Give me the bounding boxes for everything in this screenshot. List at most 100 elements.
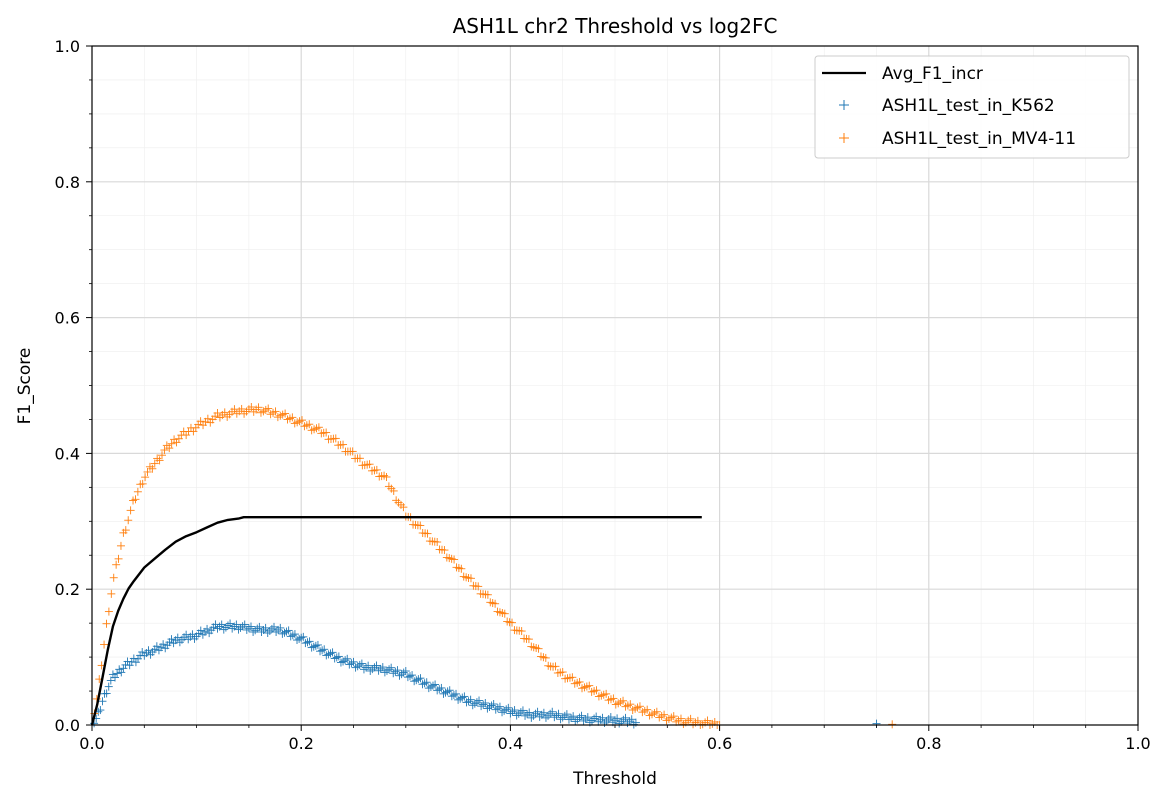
marker (257, 627, 266, 636)
marker (107, 589, 116, 598)
marker (516, 708, 525, 717)
marker (590, 714, 599, 723)
marker (138, 648, 147, 657)
marker (339, 657, 348, 666)
marker (487, 701, 496, 710)
marker (498, 708, 507, 717)
x-tick-label: 0.8 (916, 734, 941, 753)
marker (270, 622, 279, 631)
marker (247, 402, 256, 411)
marker (220, 408, 229, 417)
marker (331, 434, 340, 443)
marker (382, 666, 391, 675)
marker (334, 652, 343, 661)
marker (114, 554, 123, 563)
marker (316, 647, 325, 656)
marker (495, 702, 504, 711)
marker (470, 699, 479, 708)
marker (326, 649, 335, 658)
marker (213, 624, 222, 633)
marker (160, 446, 169, 455)
marker (397, 670, 406, 679)
marker (203, 624, 212, 633)
chart-title: ASH1L chr2 Threshold vs log2FC (453, 14, 778, 38)
marker (332, 653, 341, 662)
marker (343, 654, 352, 663)
marker (539, 708, 548, 717)
marker (558, 668, 567, 677)
marker (422, 678, 431, 687)
marker (475, 696, 484, 705)
marker (596, 715, 605, 724)
marker (213, 408, 222, 417)
marker (286, 632, 295, 641)
marker (217, 620, 226, 629)
marker (382, 472, 391, 481)
marker (188, 630, 197, 639)
marker (221, 623, 230, 632)
marker (155, 456, 164, 465)
marker (121, 526, 130, 535)
marker (389, 669, 398, 678)
marker (288, 413, 297, 422)
legend-marker-k562 (839, 100, 849, 110)
marker (272, 627, 281, 636)
marker (368, 665, 377, 674)
x-tick-label: 0.2 (288, 734, 313, 753)
marker (571, 717, 580, 726)
marker (119, 664, 128, 673)
marker (165, 444, 174, 453)
marker (458, 693, 467, 702)
marker (374, 666, 383, 675)
marker (437, 683, 446, 692)
marker (556, 715, 565, 724)
marker (508, 707, 517, 716)
marker (298, 416, 307, 425)
marker (418, 680, 427, 689)
x-tick-label: 0.6 (707, 734, 732, 753)
marker (447, 692, 456, 701)
marker (606, 713, 615, 722)
marker (330, 654, 339, 663)
legend-label-avg-f1: Avg_F1_incr (882, 64, 983, 84)
marker (439, 689, 448, 698)
marker (215, 622, 224, 631)
marker (399, 668, 408, 677)
marker (433, 686, 442, 695)
marker (602, 716, 611, 725)
marker (568, 673, 577, 682)
marker (100, 640, 109, 649)
marker (111, 673, 120, 682)
legend-box (814, 55, 1130, 159)
marker (483, 590, 492, 599)
x-axis-title: Threshold (572, 769, 657, 789)
series-line-avg-f1-incr (90, 516, 702, 726)
marker (138, 479, 147, 488)
marker (102, 619, 111, 628)
marker (339, 440, 348, 449)
marker (102, 689, 111, 698)
marker (468, 701, 477, 710)
marker (592, 686, 601, 695)
x-tick-label: 1.0 (1125, 734, 1150, 753)
marker (236, 623, 245, 632)
marker (621, 713, 630, 722)
marker (416, 674, 425, 683)
marker (109, 573, 118, 582)
marker (546, 709, 555, 718)
series-layer (88, 402, 897, 729)
marker (357, 659, 366, 668)
marker (569, 712, 578, 721)
legend-label-k562: ASH1L_test_in_K562 (882, 96, 1055, 116)
marker (117, 668, 126, 677)
marker (167, 439, 176, 448)
marker (311, 641, 320, 650)
marker (313, 640, 322, 649)
marker (412, 676, 421, 685)
marker (106, 676, 115, 685)
marker (264, 404, 273, 413)
marker (314, 423, 323, 432)
marker (271, 407, 280, 416)
marker (284, 626, 293, 635)
marker (148, 464, 157, 473)
